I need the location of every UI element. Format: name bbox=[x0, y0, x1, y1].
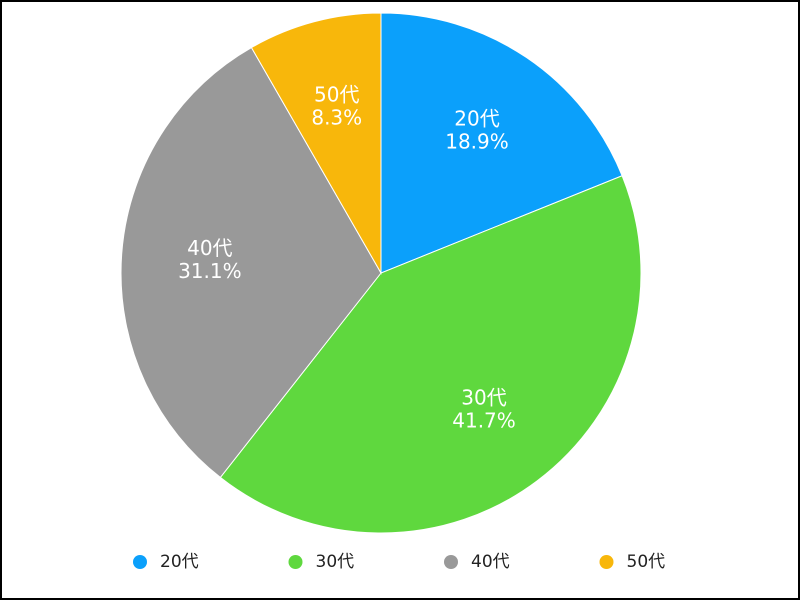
legend-label: 20代 bbox=[160, 552, 199, 572]
slice-value: 41.7% bbox=[452, 409, 516, 433]
legend-marker bbox=[133, 555, 147, 569]
legend-label: 50代 bbox=[627, 552, 666, 572]
slice-category: 30代 bbox=[461, 386, 506, 410]
legend-label: 30代 bbox=[316, 552, 355, 572]
pie-slice bbox=[380, 12, 623, 274]
pie-slice bbox=[250, 12, 382, 275]
slice-value: 18.9% bbox=[445, 129, 509, 153]
slice-category: 20代 bbox=[454, 106, 499, 130]
slice-category: 40代 bbox=[187, 236, 232, 260]
pie-slice bbox=[120, 46, 382, 479]
pie-slice bbox=[219, 175, 642, 534]
slice-value: 8.3% bbox=[311, 106, 362, 130]
slice-value: 31.1% bbox=[178, 259, 242, 283]
slice-category: 50代 bbox=[314, 83, 359, 107]
legend-marker bbox=[599, 555, 614, 569]
legend-label: 40代 bbox=[471, 552, 510, 572]
legend-marker bbox=[444, 555, 458, 569]
legend-marker bbox=[288, 555, 303, 569]
